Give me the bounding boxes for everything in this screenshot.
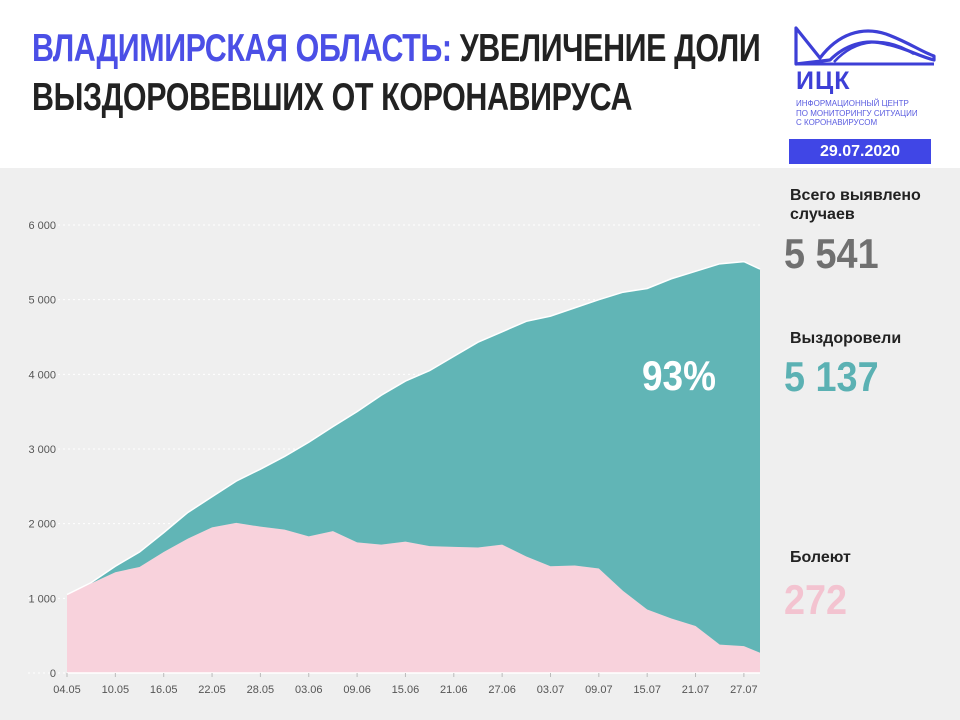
y-tick-label: 2 000 — [28, 519, 56, 531]
x-tick-label: 09.07 — [585, 684, 613, 696]
x-tick-label: 21.07 — [682, 684, 710, 696]
logo-subtitle-line: С КОРОНАВИРУСОМ — [796, 118, 878, 127]
logo-icon — [794, 26, 936, 66]
y-tick-label: 3 000 — [28, 444, 56, 456]
y-tick-label: 1 000 — [28, 593, 56, 605]
sick-value: 272 — [784, 576, 848, 623]
x-tick-label: 15.07 — [633, 684, 661, 696]
total-cases-label: Всего выявлено случаев — [790, 187, 921, 223]
recovered-label: Выздоровели — [790, 330, 902, 347]
area-recovered — [67, 261, 760, 653]
x-tick-label: 10.05 — [102, 684, 130, 696]
y-tick-label: 5 000 — [28, 295, 56, 307]
x-tick-label: 16.05 — [150, 684, 178, 696]
y-tick-label: 4 000 — [28, 369, 56, 381]
recovered-share-label: 93% — [642, 352, 716, 399]
title-line1: УВЕЛИЧЕНИЕ ДОЛИ — [451, 27, 761, 70]
logo-name: ИЦК — [796, 67, 851, 95]
x-tick-label: 15.06 — [392, 684, 420, 696]
title-region: ВЛАДИМИРСКАЯ ОБЛАСТЬ: — [32, 27, 452, 70]
x-tick-label: 03.06 — [295, 684, 323, 696]
y-tick-label: 0 — [50, 668, 56, 680]
header: ВЛАДИМИРСКАЯ ОБЛАСТЬ: УВЕЛИЧЕНИЕ ДОЛИ ВЫ… — [0, 0, 960, 168]
recovered-value: 5 137 — [784, 353, 879, 400]
logo-subtitle-line: ПО МОНИТОРИНГУ СИТУАЦИИ — [796, 108, 918, 118]
x-tick-label: 22.05 — [198, 684, 226, 696]
total-line — [66, 260, 761, 596]
title-line2: ВЫЗДОРОВЕВШИХ ОТ КОРОНАВИРУСА — [32, 76, 633, 119]
y-tick-label: 6 000 — [28, 220, 56, 232]
page-title: ВЛАДИМИРСКАЯ ОБЛАСТЬ: УВЕЛИЧЕНИЕ ДОЛИ ВЫ… — [32, 24, 761, 122]
x-tick-label: 09.06 — [343, 684, 371, 696]
x-tick-label: 28.05 — [247, 684, 275, 696]
total-cases-value: 5 541 — [784, 230, 879, 277]
logo-arc — [833, 40, 915, 63]
x-tick-label: 03.07 — [537, 684, 565, 696]
date-badge: 29.07.2020 — [789, 139, 931, 164]
x-tick-label: 27.07 — [730, 684, 758, 696]
x-tick-label: 04.05 — [53, 684, 81, 696]
x-tick-label: 21.06 — [440, 684, 468, 696]
area-sick — [67, 522, 760, 673]
x-tick-label: 27.06 — [488, 684, 516, 696]
sick-label: Болеют — [790, 549, 851, 566]
logo-subtitle: ИНФОРМАЦИОННЫЙ ЦЕНТР ПО МОНИТОРИНГУ СИТУ… — [796, 99, 936, 128]
logo-subtitle-line: ИНФОРМАЦИОННЫЙ ЦЕНТР — [796, 99, 909, 108]
